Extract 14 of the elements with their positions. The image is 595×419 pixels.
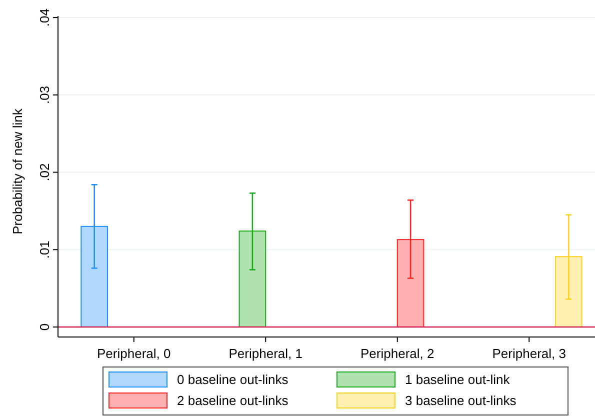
legend-label: 3 baseline out-links [405,393,517,408]
y-tick-label: .02 [37,163,52,182]
y-tick-label: .03 [37,86,52,104]
legend-label: 1 baseline out-link [405,372,510,387]
y-tick-label: 0 [37,323,52,331]
x-tick-label: Peripheral, 2 [360,346,434,361]
x-tick-label: Peripheral, 0 [97,346,171,361]
y-tick-label: .04 [37,8,52,27]
legend-label: 2 baseline out-links [177,393,289,408]
y-tick-label: .01 [37,240,52,259]
x-tick-label: Peripheral, 3 [492,346,566,361]
y-axis-title: Probability of new link [10,108,25,234]
legend-label: 0 baseline out-links [177,372,289,387]
x-tick-label: Peripheral, 1 [228,346,302,361]
